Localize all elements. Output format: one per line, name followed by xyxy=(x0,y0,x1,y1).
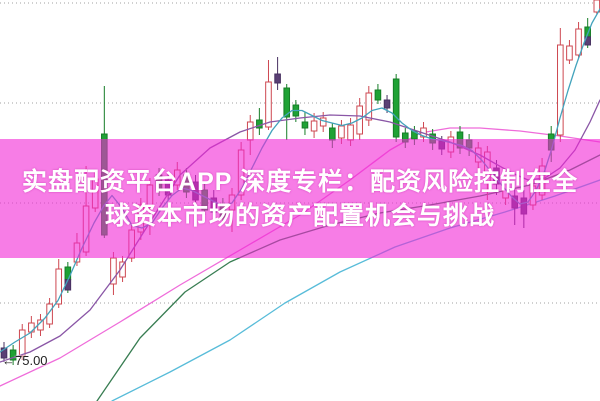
candle-body xyxy=(566,45,573,61)
candle-body xyxy=(310,120,318,132)
title-banner-overlay: 实盘配资平台APP 深度专栏：配资风险控制在全 球资本市场的资产配置机会与挑战 xyxy=(0,139,600,258)
candle-body xyxy=(301,121,309,129)
candle-body xyxy=(374,89,382,101)
candle-body xyxy=(110,257,117,285)
candle-body xyxy=(9,349,17,361)
candle-body xyxy=(274,73,281,84)
candle-body xyxy=(283,87,291,118)
candle-body xyxy=(319,117,327,127)
candle-body xyxy=(575,28,582,56)
candle-body xyxy=(64,266,72,281)
candle-body xyxy=(265,81,272,128)
candle-body xyxy=(392,78,400,138)
candle-body xyxy=(246,121,254,141)
candle-body xyxy=(46,303,53,325)
candle-body xyxy=(365,92,373,121)
candle-body xyxy=(347,124,354,141)
candle-body xyxy=(0,347,8,359)
candle-body xyxy=(557,44,564,136)
candle-body xyxy=(55,268,63,305)
candle-body xyxy=(28,322,35,333)
candle-body xyxy=(338,125,345,139)
candle-body xyxy=(383,99,391,109)
banner-title-line1: 实盘配资平台APP 深度专栏：配资风险控制在全 xyxy=(22,168,578,196)
price-marker-label: ←75.00 xyxy=(2,353,48,368)
banner-title-line2: 球资本市场的资产配置机会与挑战 xyxy=(104,202,495,230)
candle-body xyxy=(18,329,26,357)
